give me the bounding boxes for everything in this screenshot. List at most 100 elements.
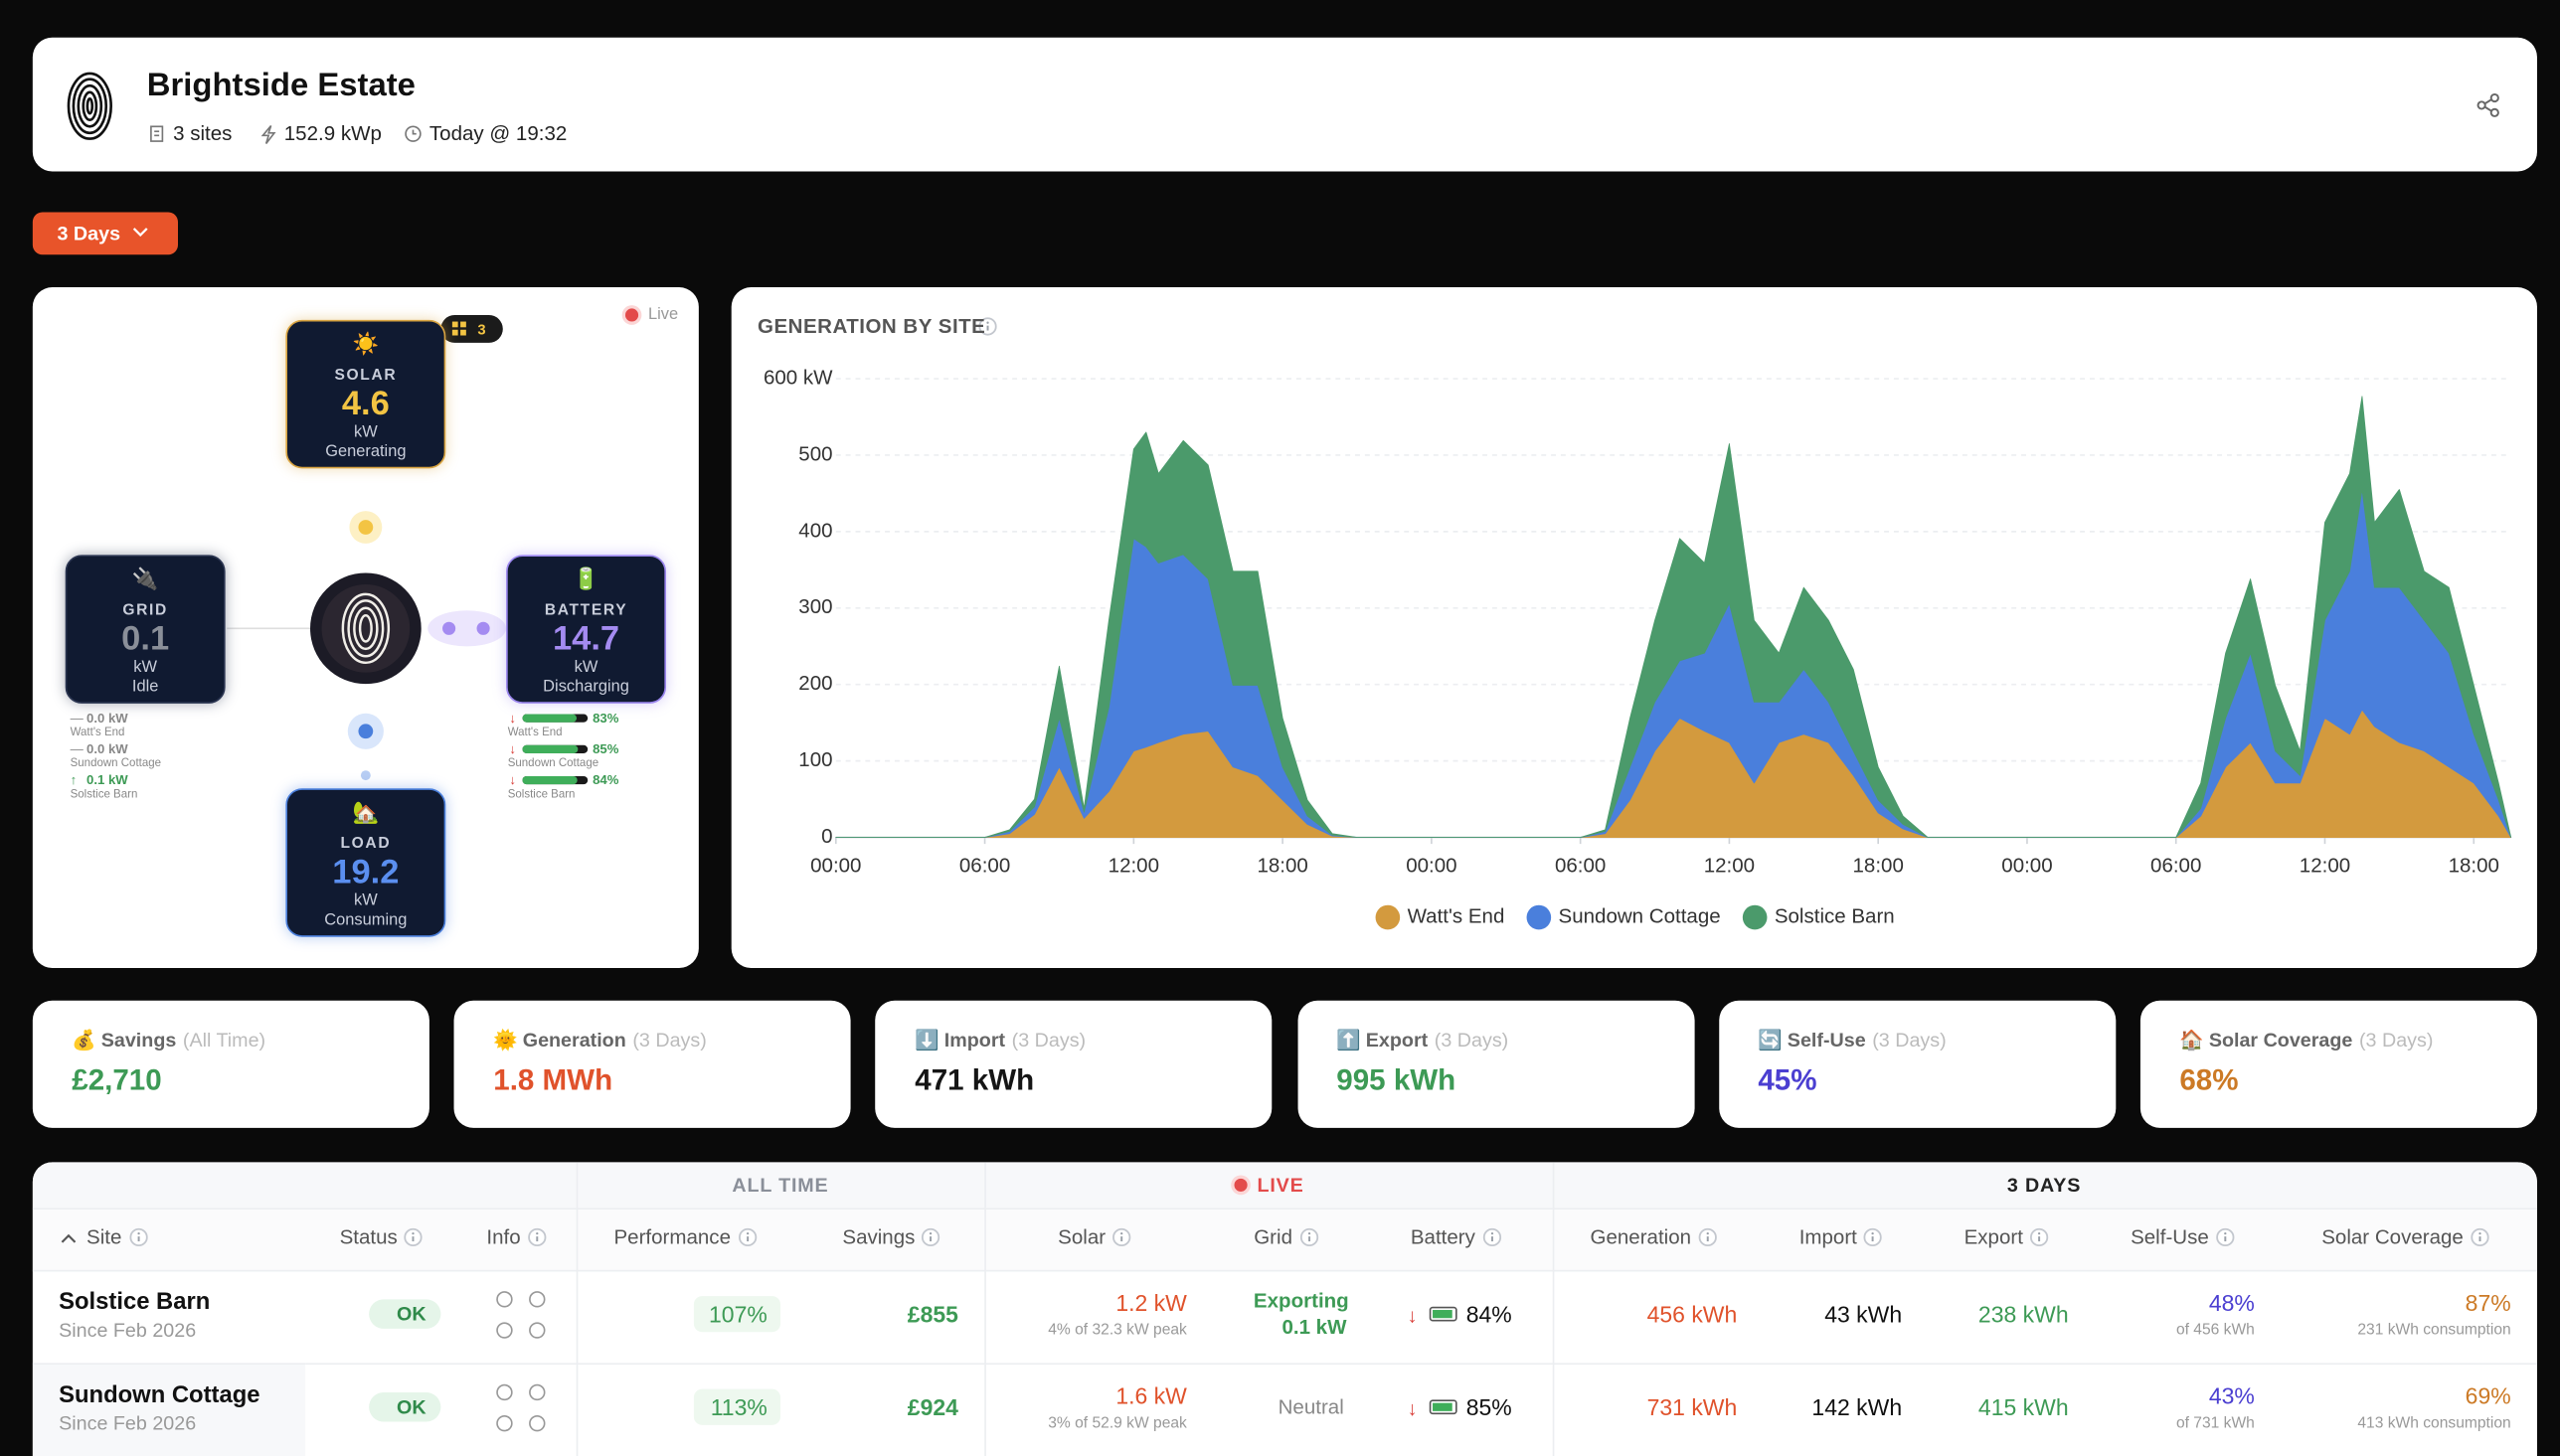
kpi-icon: 🌞 (493, 1028, 518, 1052)
generation: 731 kWh (1646, 1393, 1738, 1420)
site-name: Solstice Barn (59, 1289, 211, 1316)
info-dot (2478, 1232, 2481, 1235)
column-header: Generation (1590, 1225, 1692, 1249)
y-tick-label: 200 (798, 672, 832, 695)
node-icon: ☀️ (352, 331, 380, 357)
solar-live: 1.6 kW (1115, 1382, 1187, 1409)
import: 43 kWh (1824, 1300, 1903, 1328)
kpi-label-row: ⬆️ Export (3 Days) (1336, 1029, 1508, 1052)
kpi-period: (All Time) (182, 1028, 266, 1052)
info-dot (929, 1232, 933, 1235)
status-pill (369, 1299, 441, 1329)
info-icon (2471, 1227, 2489, 1247)
kpi-label: Savings (100, 1028, 177, 1052)
kpi-value: £2,710 (72, 1063, 162, 1096)
group-header: 3 DAYS (2006, 1173, 2082, 1197)
kpi-icon: ⬇️ (915, 1028, 939, 1052)
legend-label: Watt's End (1408, 904, 1505, 927)
savings: £855 (907, 1300, 958, 1328)
column-header: Status (339, 1225, 398, 1249)
column-header: Performance (613, 1225, 731, 1249)
info-dot (536, 1232, 539, 1235)
range-button[interactable] (32, 212, 178, 255)
battery-level: 85% (1465, 1393, 1512, 1420)
legend-swatch (1526, 904, 1552, 930)
x-tick-label: 12:00 (1704, 855, 1755, 878)
solar-coverage: 87% (2465, 1289, 2511, 1316)
kpi-card (32, 1000, 429, 1128)
share-icon[interactable] (2476, 92, 2499, 117)
table-group-header (32, 1162, 2537, 1209)
info-dot (412, 1232, 415, 1235)
info-action (529, 1414, 546, 1432)
info-dot (1706, 1232, 1709, 1235)
live-label: Live (647, 305, 679, 325)
generation: 456 kWh (1646, 1300, 1738, 1328)
column-header: Grid (1254, 1225, 1293, 1249)
node-status: Discharging (543, 678, 629, 697)
self-use-note: of 456 kWh (2175, 1321, 2255, 1340)
flow-arrow: — (70, 741, 84, 757)
grid-value: 0.1 kW (1281, 1315, 1347, 1339)
info-dot (746, 1232, 750, 1235)
flow-node-solar (285, 319, 446, 469)
legend-label: Sundown Cottage (1559, 904, 1721, 927)
node-unit: kW (574, 658, 598, 677)
info-icon (1482, 1227, 1502, 1247)
table-column-header (32, 1208, 2537, 1272)
info-action (496, 1414, 513, 1432)
column-header: Solar Coverage (2321, 1225, 2464, 1249)
info-dot (1120, 1232, 1123, 1235)
savings: £924 (907, 1393, 958, 1420)
kpi-label: Import (943, 1028, 1006, 1052)
performance: 113% (710, 1393, 768, 1420)
site-name: Sundown Cottage (59, 1382, 260, 1409)
range-label: 3 Days (57, 222, 121, 245)
row-divider (305, 1363, 2537, 1366)
y-tick-label: 600 kW (764, 366, 833, 389)
x-tick-label: 12:00 (1109, 855, 1159, 878)
column-divider (1552, 1162, 1555, 1456)
column-header: Battery (1410, 1225, 1475, 1249)
info-action (529, 1322, 546, 1339)
kpi-value: 45% (1758, 1063, 1817, 1096)
self-use: 43% (2208, 1382, 2255, 1409)
meta-icons (150, 124, 422, 145)
kpi-card (453, 1000, 851, 1128)
area (835, 396, 2512, 838)
site-name: Sundown Cottage (70, 757, 162, 770)
column-header: Export (1963, 1225, 2023, 1249)
column-header: Site (86, 1225, 122, 1249)
x-tick-label: 06:00 (959, 855, 1010, 878)
kpi-period: (3 Days) (632, 1028, 707, 1052)
flow-node-battery (506, 555, 667, 704)
kpi-card (2139, 1000, 2537, 1128)
header-card (32, 37, 2537, 172)
table-card (32, 1162, 2537, 1456)
grid-state: Neutral (1278, 1395, 1344, 1419)
node-value: 14.7 (552, 620, 620, 658)
node-status: Generating (325, 442, 407, 461)
y-tick-label: 400 (798, 519, 832, 542)
kpi-label: Export (1365, 1028, 1429, 1052)
battery-arrow: ↓ (1407, 1304, 1418, 1328)
charge-label: 84% (593, 772, 619, 788)
x-tick-label: 00:00 (810, 855, 861, 878)
row-highlight (32, 1363, 306, 1456)
legend-swatch (1742, 904, 1768, 930)
info-icon (129, 1227, 148, 1247)
y-tick-label: 500 (798, 442, 832, 465)
node-label: SOLAR (334, 366, 398, 385)
x-tick-label: 06:00 (2150, 855, 2201, 878)
column-header: Info (486, 1225, 521, 1249)
kpi-label-row: 🌞 Generation (3 Days) (493, 1029, 707, 1052)
status-label: OK (397, 1302, 427, 1326)
performance: 107% (709, 1300, 768, 1328)
node-icon: 🔌 (131, 566, 159, 591)
battery-arrow: ↓ (1407, 1396, 1418, 1420)
solar-live: 1.2 kW (1115, 1289, 1187, 1316)
info-icon (528, 1227, 547, 1247)
node-icon: 🔋 (573, 566, 599, 591)
solar-note: 3% of 52.9 kW peak (1048, 1414, 1187, 1433)
